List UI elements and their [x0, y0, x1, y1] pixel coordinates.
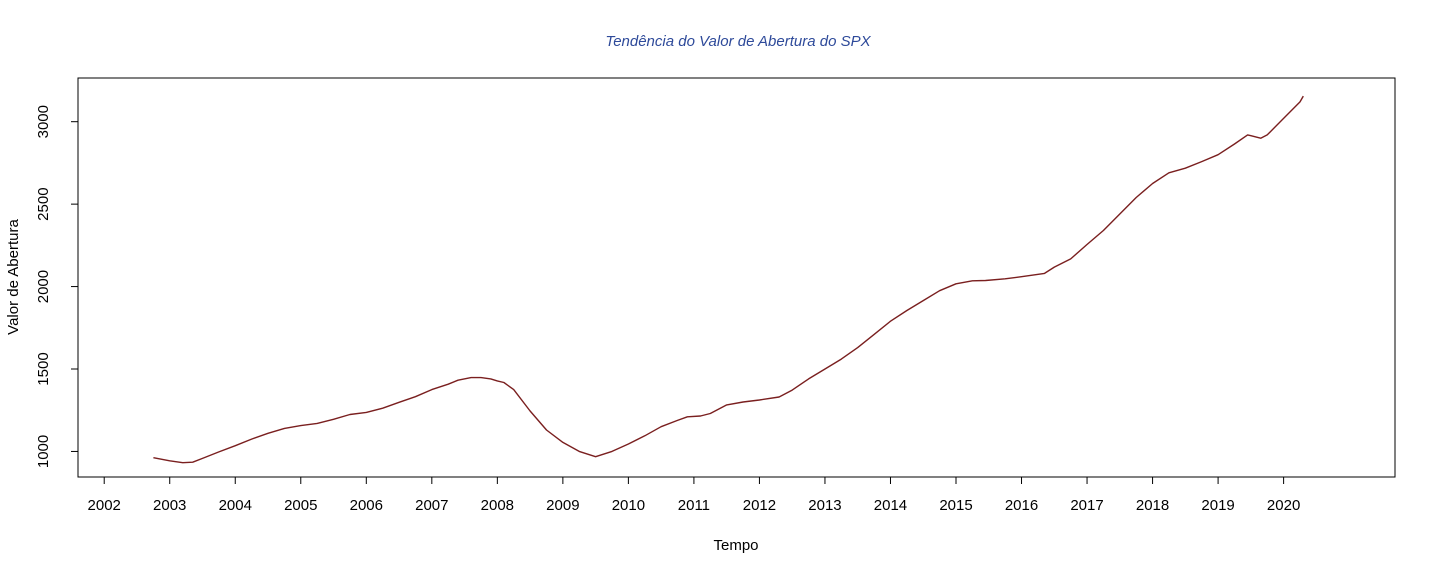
y-tick-label: 3000: [35, 105, 52, 138]
x-tick-label: 2007: [415, 497, 448, 514]
x-tick-label: 2006: [350, 497, 383, 514]
x-tick-label: 2010: [612, 497, 645, 514]
x-tick-label: 2008: [481, 497, 514, 514]
x-tick-label: 2004: [219, 497, 252, 514]
x-tick-label: 2009: [546, 497, 579, 514]
series-layer: [153, 95, 1304, 464]
x-tick-label: 2002: [88, 497, 121, 514]
x-axis-title: Tempo: [713, 537, 758, 554]
x-tick-label: 2016: [1005, 497, 1038, 514]
y-tick-label: 1000: [35, 435, 52, 468]
x-tick-label: 2020: [1267, 497, 1300, 514]
chart-title: Tendência do Valor de Abertura do SPX: [605, 33, 871, 50]
x-axis: 2002 2003 2004 2005 2006 2007 2008 2009 2010 2011…: [88, 477, 1300, 514]
x-tick-label: 2013: [808, 497, 841, 514]
x-tick-label: 2014: [874, 497, 907, 514]
x-tick-label: 2017: [1070, 497, 1103, 514]
x-tick-label: 2005: [284, 497, 317, 514]
x-tick-label: 2011: [678, 497, 710, 514]
x-tick-label: 2018: [1136, 497, 1169, 514]
x-tick-label: 2012: [743, 497, 776, 514]
y-axis-title: Valor de Abertura: [5, 219, 22, 335]
plot-frame: [77, 77, 1396, 478]
y-tick-label: 2500: [35, 187, 52, 220]
series-line: [153, 95, 1304, 464]
x-tick-label: 2003: [153, 497, 186, 514]
y-tick-label: 2000: [35, 270, 52, 303]
y-axis: 1000 1500 2000 2500 3000: [35, 105, 78, 468]
x-tick-label: 2019: [1201, 497, 1234, 514]
x-tick-label: 2015: [939, 497, 972, 514]
y-tick-label: 1500: [35, 352, 52, 385]
